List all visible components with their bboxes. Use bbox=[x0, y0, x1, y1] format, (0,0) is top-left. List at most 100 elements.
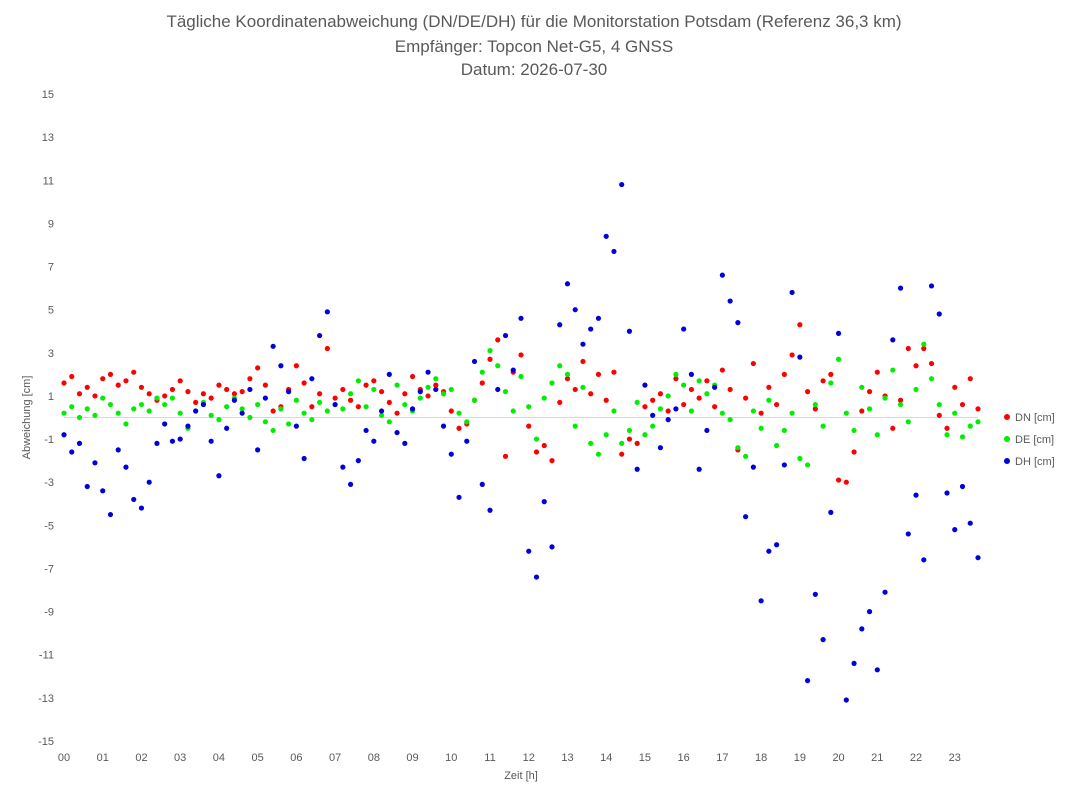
x-tick-label: 13 bbox=[561, 752, 573, 764]
data-point bbox=[456, 425, 462, 431]
data-point bbox=[743, 453, 749, 459]
data-point bbox=[975, 555, 981, 561]
data-point bbox=[471, 397, 478, 403]
data-point bbox=[433, 386, 439, 393]
data-point bbox=[394, 429, 400, 436]
data-point bbox=[286, 389, 292, 395]
data-point bbox=[518, 373, 524, 380]
data-point bbox=[774, 442, 780, 449]
data-point bbox=[154, 395, 160, 401]
data-point bbox=[332, 395, 338, 401]
data-point bbox=[704, 427, 710, 434]
data-point bbox=[526, 404, 532, 410]
data-point bbox=[231, 391, 238, 397]
data-point bbox=[619, 451, 625, 457]
data-point bbox=[278, 406, 284, 412]
data-point bbox=[76, 391, 83, 397]
data-point bbox=[595, 371, 602, 377]
data-point bbox=[224, 404, 230, 410]
data-point bbox=[588, 440, 594, 446]
data-point bbox=[293, 363, 299, 369]
data-point bbox=[750, 360, 756, 367]
data-point bbox=[727, 417, 733, 423]
data-point bbox=[425, 384, 431, 390]
data-point bbox=[549, 544, 555, 550]
data-point bbox=[355, 378, 361, 384]
data-point bbox=[797, 322, 803, 328]
y-tick-label: 11 bbox=[43, 175, 54, 187]
y-tick-label: 5 bbox=[48, 305, 54, 317]
data-point bbox=[169, 438, 176, 444]
x-tick-label: 01 bbox=[97, 752, 109, 764]
data-point bbox=[247, 376, 253, 382]
legend: DN [cm] DE [cm] DH [cm] bbox=[1004, 412, 1055, 468]
data-point bbox=[564, 371, 571, 377]
data-point bbox=[378, 389, 385, 395]
data-point bbox=[650, 397, 656, 403]
data-point bbox=[309, 376, 315, 382]
data-point bbox=[386, 399, 392, 406]
data-point bbox=[526, 548, 532, 554]
data-point bbox=[882, 395, 888, 401]
x-axis-title: Zeit [h] bbox=[504, 770, 538, 782]
x-tick-label: 03 bbox=[174, 752, 186, 764]
data-point bbox=[758, 598, 764, 604]
data-point bbox=[502, 332, 509, 339]
data-point bbox=[247, 386, 253, 393]
data-point bbox=[712, 404, 718, 410]
data-point bbox=[743, 395, 749, 401]
data-point bbox=[185, 389, 191, 395]
data-point bbox=[347, 391, 354, 397]
data-point bbox=[402, 440, 408, 446]
series-0 bbox=[61, 322, 981, 485]
data-point bbox=[131, 496, 137, 503]
data-point bbox=[665, 417, 671, 423]
data-point bbox=[317, 391, 323, 397]
data-point bbox=[921, 557, 927, 563]
data-point bbox=[363, 427, 369, 434]
x-tick-label: 09 bbox=[406, 752, 418, 764]
data-point bbox=[123, 464, 129, 470]
data-point bbox=[650, 423, 656, 429]
data-point bbox=[975, 406, 981, 412]
data-point bbox=[541, 499, 547, 505]
data-point bbox=[549, 458, 555, 464]
data-point bbox=[789, 289, 795, 296]
data-point bbox=[866, 389, 873, 395]
data-point bbox=[355, 404, 361, 410]
data-point bbox=[394, 410, 400, 416]
data-point bbox=[301, 455, 307, 462]
data-point bbox=[262, 419, 268, 425]
data-point bbox=[84, 384, 90, 390]
data-point bbox=[317, 332, 323, 339]
data-point bbox=[208, 395, 214, 401]
data-point bbox=[409, 406, 416, 412]
data-point bbox=[719, 272, 725, 278]
y-tick-label: -1 bbox=[44, 434, 54, 446]
data-point bbox=[626, 436, 633, 442]
data-point bbox=[100, 488, 106, 494]
data-point bbox=[193, 408, 199, 414]
data-point bbox=[317, 399, 323, 406]
data-point bbox=[758, 425, 764, 431]
data-point bbox=[324, 309, 330, 315]
data-point bbox=[301, 410, 307, 416]
data-point bbox=[874, 667, 880, 673]
data-point bbox=[890, 425, 896, 431]
data-point bbox=[750, 408, 756, 414]
data-point bbox=[146, 479, 152, 485]
data-point bbox=[719, 410, 725, 416]
data-point bbox=[115, 410, 121, 416]
data-point bbox=[642, 382, 648, 388]
data-point bbox=[611, 248, 617, 255]
data-point bbox=[657, 445, 664, 451]
x-tick-label: 06 bbox=[290, 752, 302, 764]
data-point bbox=[138, 384, 145, 390]
data-point bbox=[231, 397, 238, 403]
data-point bbox=[634, 440, 640, 446]
data-point bbox=[138, 505, 145, 511]
data-point bbox=[487, 348, 493, 354]
chart-date: Datum: 2026-07-30 bbox=[460, 60, 608, 79]
data-point bbox=[572, 386, 578, 393]
data-point bbox=[650, 412, 656, 418]
